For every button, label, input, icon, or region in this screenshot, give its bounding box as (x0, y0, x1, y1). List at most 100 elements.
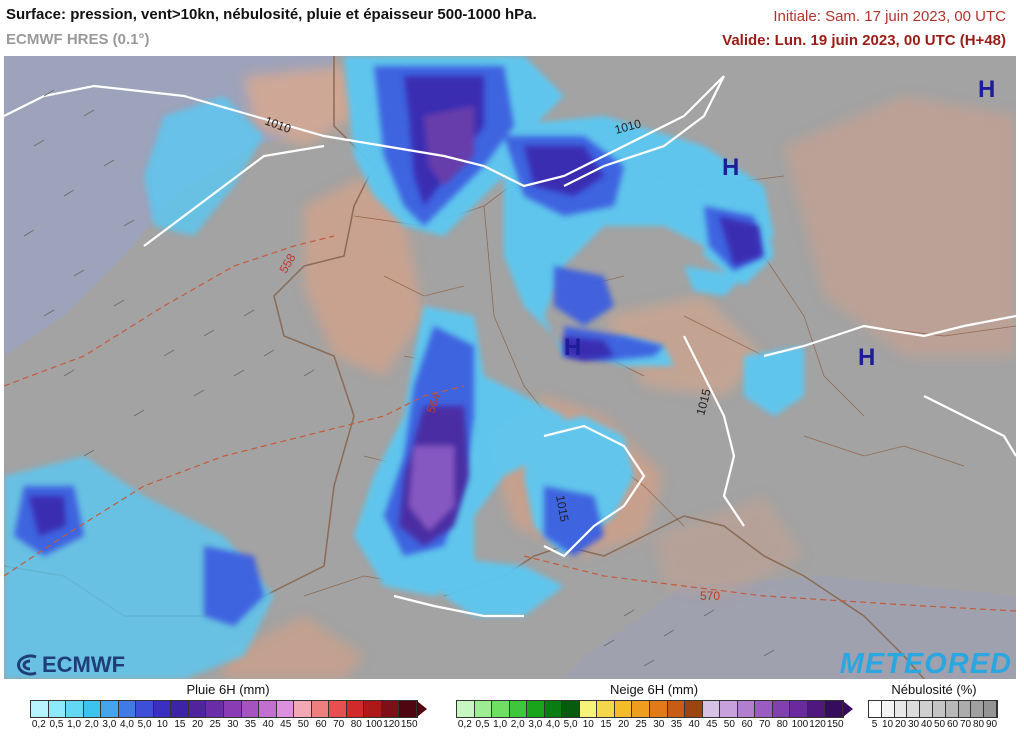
rain-color-swatch (171, 701, 189, 717)
rain-color-swatch (224, 701, 242, 717)
legend-area: Pluie 6H (mm) 0,2 0,5 1,0 2,0 3,0 4,0 5,0 10 15 2… (0, 680, 1024, 736)
ecmwf-icon (17, 654, 37, 676)
cloud-tick-label: 80 (972, 719, 985, 730)
cloud-color-swatch (971, 701, 985, 717)
snow-color-swatch (755, 701, 773, 717)
rain-color-swatch (188, 701, 207, 717)
rain-legend-title: Pluie 6H (mm) (186, 682, 270, 697)
rain-colorbar-arrow (417, 701, 428, 717)
rain-color-swatch (206, 701, 225, 717)
coastline-south (443, 515, 925, 679)
rain-tick-label: 0,2 (31, 719, 46, 730)
snow-color-swatch (825, 701, 844, 717)
snow-tick-label: 10 (582, 719, 594, 730)
snow-tick-label: 5,0 (563, 719, 578, 730)
snow-tick-label: 120 (809, 719, 826, 730)
rain-color-swatch (83, 701, 102, 717)
rain-tick-label: 35 (244, 719, 257, 730)
rain-color-swatch (118, 701, 137, 717)
isobar-label: 1010 (613, 116, 643, 137)
cloud-tick-label: 30 (907, 719, 920, 730)
snow-color-swatch (685, 701, 703, 717)
rain-color-swatch (48, 701, 67, 717)
cloud-color-swatch (920, 701, 933, 717)
snow-color-swatch (737, 701, 756, 717)
cloud-tick-label: 40 (920, 719, 933, 730)
cloud-tick-label: 10 (881, 719, 894, 730)
snow-color-swatch (614, 701, 633, 717)
snow-color-swatch (509, 701, 528, 717)
isobar-label: 1015 (553, 494, 571, 523)
high-pressure-marker: H (978, 76, 996, 103)
snow-color-swatch (474, 701, 493, 717)
cloud-color-swatch (945, 701, 959, 717)
rain-color-swatch (329, 701, 347, 717)
cloud-color-swatch (894, 701, 908, 717)
snow-color-swatch (702, 701, 721, 717)
cloud-tick-label: 5 (871, 719, 878, 730)
rain-color-swatch (241, 701, 260, 717)
rain-tick-label: 30 (227, 719, 239, 730)
rain-color-swatch (101, 701, 119, 717)
wind-barbs (23, 89, 775, 667)
rain-tick-label: 80 (350, 719, 362, 730)
rain-tick-label: 2,0 (84, 719, 99, 730)
init-time: Initiale: Sam. 17 juin 2023, 00 UTC (773, 8, 1006, 25)
rain-tick-label: 10 (156, 719, 168, 730)
cloud-color-swatch (907, 701, 921, 717)
snow-color-swatch (720, 701, 738, 717)
cloud-tick-label: 90 (985, 719, 998, 730)
rain-tick-label: 50 (297, 719, 309, 730)
rain-tick-label: 20 (191, 719, 204, 730)
snow-tick-label: 50 (723, 719, 735, 730)
rain-tick-label: 5,0 (137, 719, 152, 730)
snow-colorbar-arrow (843, 701, 854, 717)
rain-tick-label: 1,0 (67, 719, 82, 730)
snow-color-swatch (562, 701, 580, 717)
snow-color-swatch (579, 701, 598, 717)
cloud-tick-label: 50 (933, 719, 946, 730)
snow-tick-label: 3,0 (528, 719, 543, 730)
map-title: Surface: pression, vent>10kn, nébulosité… (6, 6, 537, 23)
snow-color-swatch (807, 701, 826, 717)
snow-color-swatch (667, 701, 686, 717)
snow-color-swatch (597, 701, 615, 717)
ecmwf-logo: ECMWF (8, 652, 125, 678)
thickness-label: 564 (424, 391, 444, 415)
snow-tick-label: 45 (706, 719, 718, 730)
rain-color-swatch (136, 701, 154, 717)
rain-color-swatch (66, 701, 84, 717)
weather-map[interactable]: 1010 1010 1015 1015 558 564 570 H H H H (4, 56, 1016, 679)
rain-tick-label: 15 (174, 719, 186, 730)
cloud-tick-label: 70 (959, 719, 972, 730)
thickness-lines (4, 235, 1016, 612)
snow-tick-label: 0,2 (457, 719, 472, 730)
snow-tick-label: 100 (791, 719, 809, 730)
cloud-color-swatch (984, 701, 997, 717)
high-pressure-marker: H (564, 334, 582, 361)
rain-color-swatch (346, 701, 365, 717)
rain-color-swatch (294, 701, 312, 717)
snow-tick-label: 15 (600, 719, 612, 730)
rain-color-swatch (399, 701, 418, 717)
snow-color-swatch (457, 701, 475, 717)
cloud-colorbar (868, 700, 998, 718)
snow-tick-label: 40 (688, 719, 700, 730)
snow-tick-label: 25 (635, 719, 647, 730)
snow-legend-title: Neige 6H (mm) (609, 682, 699, 697)
cloud-tick-label: 20 (894, 719, 907, 730)
cloud-color-swatch (869, 701, 882, 717)
snow-tick-label: 30 (653, 719, 665, 730)
snow-color-swatch (772, 701, 791, 717)
rain-colorbar (30, 700, 428, 718)
cloud-color-swatch (932, 701, 946, 717)
snow-tick-label: 80 (776, 719, 788, 730)
rain-heavy (29, 76, 762, 546)
rain-tick-label: 40 (262, 719, 274, 730)
thickness-label: 570 (700, 589, 720, 603)
snow-tick-label: 150 (826, 719, 844, 730)
snow-color-swatch (790, 701, 808, 717)
snow-tick-label: 2,0 (510, 719, 525, 730)
rain-color-swatch (153, 701, 172, 717)
snow-tick-label: 4,0 (546, 719, 560, 730)
